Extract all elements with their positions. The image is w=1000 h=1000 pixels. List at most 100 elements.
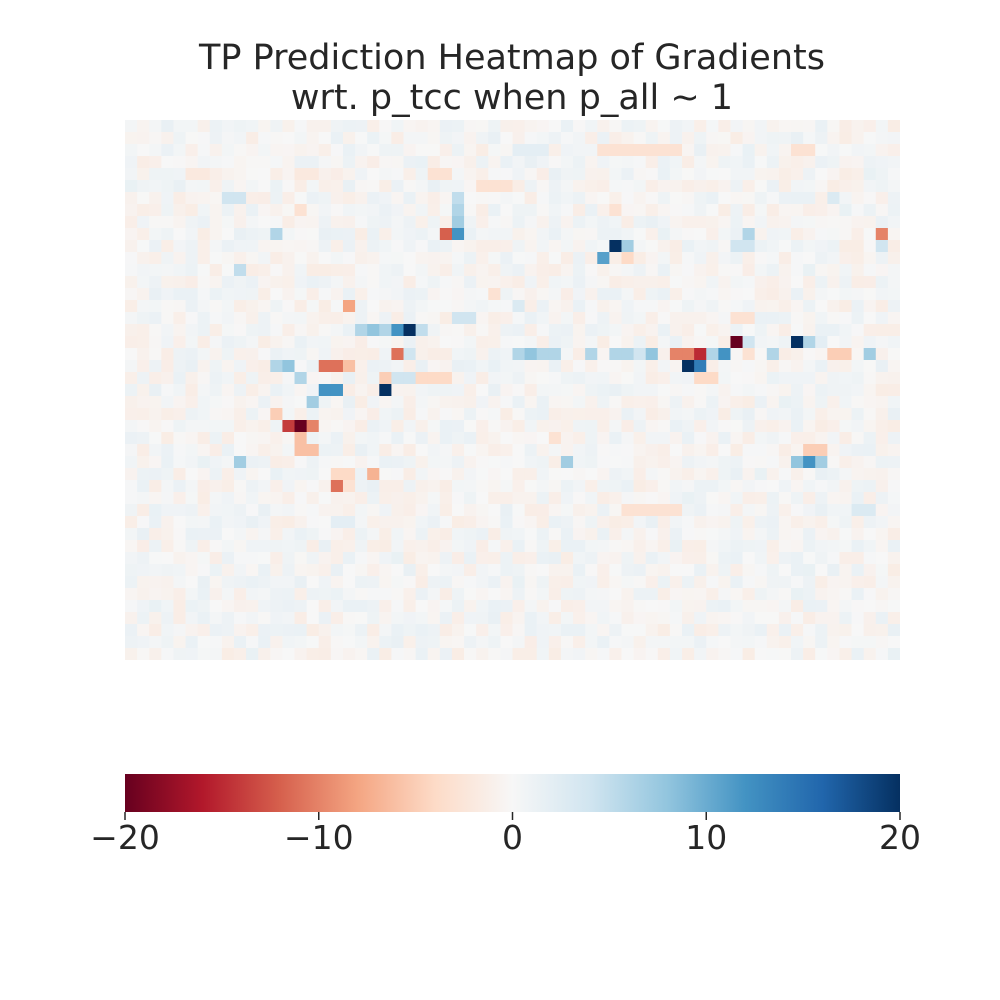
heatmap-cell: [633, 564, 647, 577]
heatmap-cell: [827, 300, 840, 313]
heatmap-cell: [633, 336, 647, 349]
heatmap-cell: [694, 636, 707, 649]
chart-title: TP Prediction Heatmap of Gradients wrt. …: [0, 38, 1000, 118]
heatmap-cell: [221, 156, 235, 169]
heatmap-cell: [778, 336, 792, 349]
heatmap-cell: [657, 168, 671, 181]
heatmap-cell: [161, 636, 174, 649]
heatmap-cell: [791, 144, 804, 157]
heatmap-cell: [778, 204, 792, 217]
heatmap-cell: [476, 480, 489, 493]
heatmap-cell: [863, 264, 877, 277]
heatmap-cell: [851, 444, 865, 457]
heatmap-cell: [633, 648, 647, 660]
heatmap-cell: [730, 192, 744, 205]
heatmap-cell: [209, 348, 223, 361]
heatmap-cell: [391, 120, 405, 133]
heatmap-cell: [282, 528, 296, 541]
colorbar-tick-label: −10: [283, 818, 354, 857]
heatmap-cell: [887, 228, 900, 241]
heatmap-cell: [560, 408, 574, 421]
heatmap-cell: [246, 588, 259, 601]
heatmap-cell: [585, 288, 598, 301]
heatmap-cell: [330, 216, 344, 229]
heatmap-cell: [282, 564, 296, 577]
heatmap-cell: [669, 516, 683, 529]
heatmap-cell: [669, 612, 683, 625]
heatmap-cell: [415, 528, 429, 541]
heatmap-cell: [258, 180, 271, 193]
heatmap-cell: [500, 324, 513, 337]
heatmap-cell: [621, 480, 635, 493]
heatmap-cell: [197, 528, 211, 541]
heatmap-cell: [306, 552, 320, 565]
heatmap-cell: [803, 276, 816, 289]
heatmap-cell: [694, 456, 707, 469]
heatmap-cell: [306, 216, 320, 229]
heatmap-cell: [585, 312, 598, 325]
heatmap-cell: [367, 132, 380, 145]
heatmap-cell: [476, 144, 489, 157]
heatmap-cell: [609, 504, 622, 517]
heatmap-cell: [875, 156, 889, 169]
heatmap-cell: [645, 252, 659, 265]
heatmap-cell: [827, 480, 840, 493]
heatmap-cell: [258, 516, 271, 529]
heatmap-cell: [258, 288, 271, 301]
heatmap-cell: [573, 588, 586, 601]
heatmap-cell: [185, 612, 199, 625]
heatmap-cell: [548, 144, 562, 157]
heatmap-cell: [682, 600, 695, 613]
heatmap-cell: [512, 588, 526, 601]
heatmap-cell: [609, 588, 622, 601]
heatmap-cell: [149, 204, 162, 217]
heatmap-cell: [851, 588, 865, 601]
heatmap-cell: [512, 252, 526, 265]
heatmap-cell: [125, 480, 138, 493]
heatmap-cell: [657, 516, 671, 529]
heatmap-cell: [318, 612, 332, 625]
heatmap-cell: [427, 528, 441, 541]
heatmap-cell: [803, 600, 816, 613]
heatmap-cell: [742, 444, 756, 457]
heatmap-cell: [294, 204, 308, 217]
heatmap-cell: [754, 576, 768, 589]
heatmap-cell: [766, 132, 780, 145]
heatmap-cell: [766, 288, 780, 301]
heatmap-cell: [718, 432, 731, 445]
heatmap-cell: [125, 648, 138, 660]
heatmap-cell: [403, 408, 417, 421]
heatmap-cell: [342, 288, 356, 301]
heatmap-cell: [851, 516, 865, 529]
heatmap-cell: [306, 624, 320, 637]
heatmap-cell: [439, 156, 453, 169]
heatmap-cell: [330, 624, 344, 637]
heatmap-cell: [379, 516, 392, 529]
heatmap-cell: [682, 564, 695, 577]
heatmap-cell: [875, 360, 889, 373]
chart-title-line-2: wrt. p_tcc when p_all ~ 1: [290, 78, 734, 118]
heatmap-cell: [560, 516, 574, 529]
heatmap-cell: [282, 480, 296, 493]
heatmap-cell: [282, 396, 296, 409]
heatmap-cell: [246, 264, 259, 277]
heatmap-cell: [778, 300, 792, 313]
heatmap-cell: [488, 192, 501, 205]
heatmap-cell: [476, 612, 489, 625]
heatmap-cell: [694, 552, 707, 565]
heatmap-cell: [536, 588, 550, 601]
heatmap-cell: [161, 612, 174, 625]
heatmap-cell: [379, 420, 392, 433]
heatmap-cell: [560, 300, 574, 313]
heatmap-cell: [464, 420, 477, 433]
heatmap-cell: [439, 180, 453, 193]
heatmap-cell: [137, 276, 150, 289]
heatmap-cell: [742, 312, 756, 325]
heatmap-cell: [258, 624, 271, 637]
heatmap-cell: [355, 408, 368, 421]
heatmap-cell: [149, 528, 162, 541]
heatmap-cell: [887, 624, 900, 637]
heatmap-cell: [645, 336, 659, 349]
heatmap-cell: [427, 444, 441, 457]
heatmap-cell: [887, 564, 900, 577]
